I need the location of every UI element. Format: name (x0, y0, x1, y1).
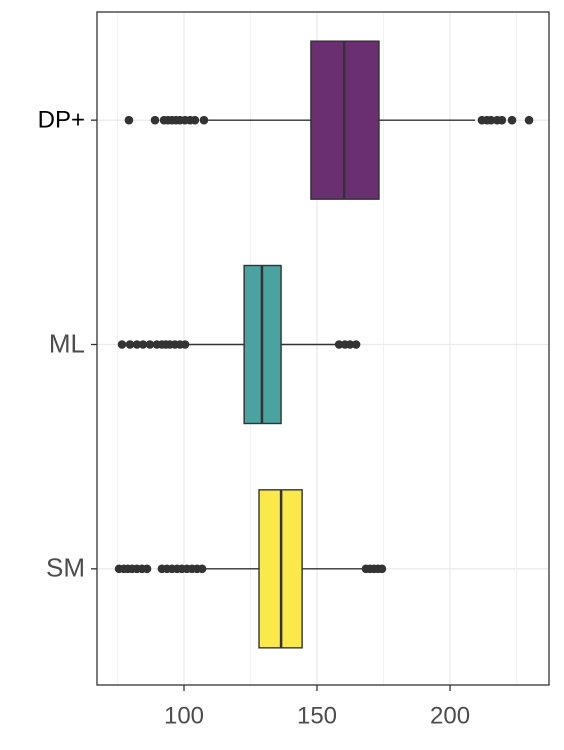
outlier (507, 115, 517, 125)
outlier (351, 340, 361, 349)
outlier (138, 340, 148, 349)
outlier (377, 564, 387, 574)
y-tick-label: DP+ (38, 107, 85, 134)
marks (114, 40, 534, 649)
outlier (180, 340, 190, 349)
x-tick-label: 150 (297, 702, 337, 729)
y-tick-label: ML (49, 328, 85, 358)
outlier (199, 115, 209, 125)
outlier (197, 564, 207, 574)
x-tick-label: 200 (430, 702, 470, 729)
outlier (145, 340, 155, 349)
outlier (486, 115, 496, 125)
panel-border (96, 11, 550, 686)
outlier (132, 340, 142, 349)
outlier (524, 115, 534, 125)
outlier (142, 564, 152, 574)
outlier (190, 115, 200, 125)
axes: 100 150 200 DP+ ML SM (38, 107, 470, 730)
outlier (124, 115, 134, 125)
outlier (150, 115, 160, 125)
outlier (117, 340, 127, 349)
outlier (125, 340, 135, 349)
x-tick-label: 100 (164, 702, 204, 729)
outlier (497, 115, 507, 125)
outlier (345, 340, 355, 349)
y-tick-label: SM (46, 553, 85, 583)
